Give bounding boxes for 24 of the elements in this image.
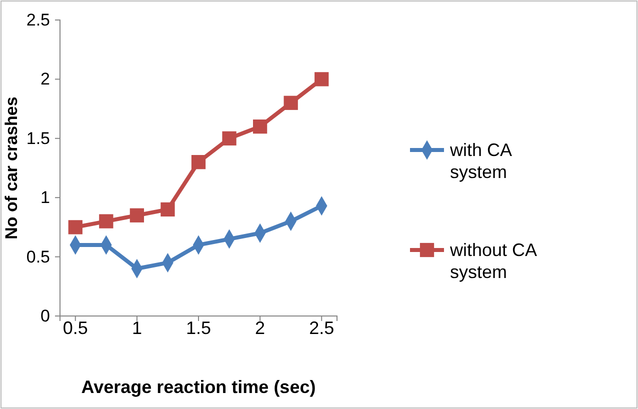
point (99, 214, 114, 228)
legend-label: with CA system (449, 140, 512, 182)
point (68, 220, 82, 234)
y-tick-label: 0 (40, 306, 50, 326)
x-axis-title: Average reaction time (sec) (81, 377, 316, 397)
y-axis-title: No of car crashes (2, 96, 21, 240)
x-tick-label: 0.5 (62, 318, 88, 338)
point (252, 119, 268, 134)
point (160, 202, 175, 217)
x-tick-label: 1 (132, 318, 142, 338)
y-tick-label: 2.5 (26, 10, 50, 30)
x-tick-label: 2.5 (309, 318, 334, 338)
legend-label: without CA system (449, 240, 538, 282)
y-tick-label: 2 (40, 70, 50, 89)
point (130, 208, 144, 222)
point (191, 155, 206, 170)
y-tick-label: 0.5 (26, 247, 50, 266)
point (314, 72, 329, 86)
x-tick-label: 2 (255, 318, 266, 338)
point (284, 96, 298, 110)
y-tick-label: 1.5 (26, 128, 50, 148)
x-tick-label: 1.5 (186, 318, 212, 338)
y-tick-label: 1 (40, 188, 50, 208)
point (222, 131, 236, 146)
